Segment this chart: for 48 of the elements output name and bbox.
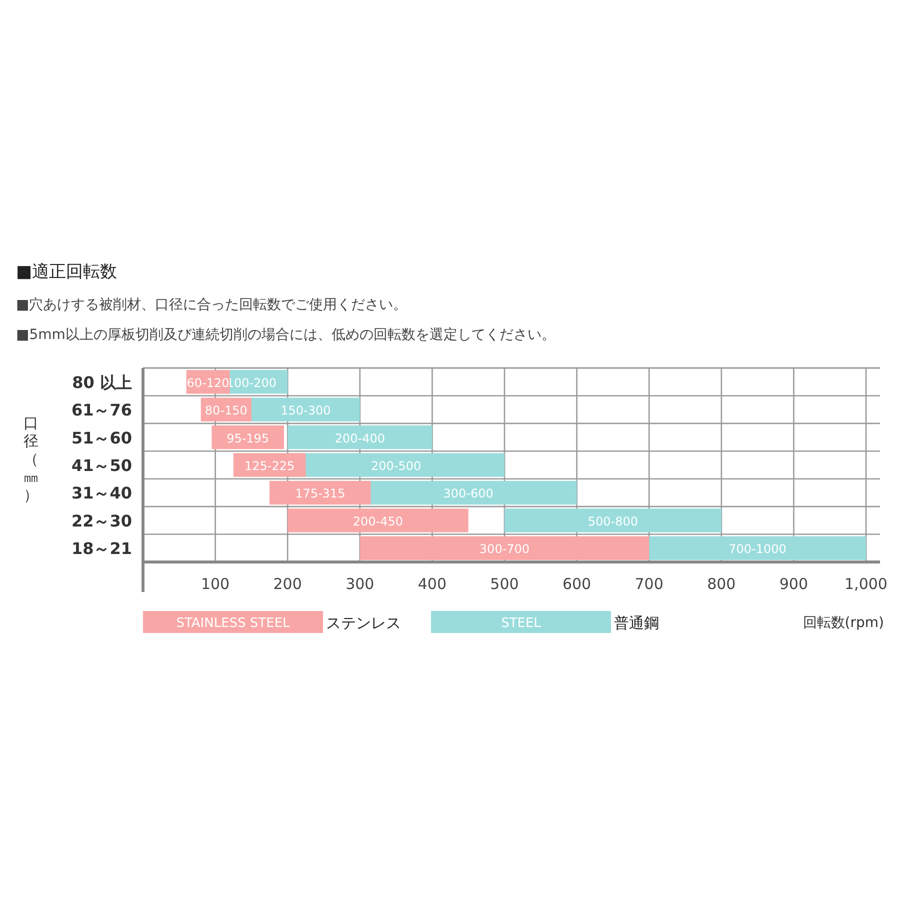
data-label: 500-800 xyxy=(588,514,638,528)
x-tick-label: 400 xyxy=(418,575,447,593)
data-label: 300-600 xyxy=(443,486,494,501)
x-tick-label: 600 xyxy=(562,575,592,593)
y-tick-label: 51～60 xyxy=(71,428,132,448)
bar xyxy=(504,508,722,532)
data-label: 150-300 xyxy=(280,404,331,418)
text: STEEL xyxy=(501,616,542,631)
bar xyxy=(360,536,650,560)
y-tick-label: 31～40 xyxy=(71,484,132,503)
y-tick-label: 80 以上 xyxy=(72,372,132,392)
y-tick-label: 18～21 xyxy=(71,539,132,558)
bar xyxy=(270,480,371,505)
bar xyxy=(233,453,306,477)
data-label: 200-450 xyxy=(352,514,404,528)
chart-subtitle: ■穴あけする被削材、口径に合った回転数でご使用ください。 xyxy=(16,297,408,313)
bar xyxy=(251,398,360,422)
data-label: 60-120 xyxy=(186,376,230,390)
text: ■5mm以上の厚板切削及び連続切削の場合には、低めの回転数を選定してください。 xyxy=(16,327,556,343)
y-axis-title: 口径（㎜） xyxy=(24,414,38,504)
x-tick-label: 500 xyxy=(490,575,519,593)
x-tick-label: 700 xyxy=(634,575,664,593)
x-tick-label: 300 xyxy=(346,575,374,593)
bar xyxy=(288,425,432,450)
y-tick-label: 61～76 xyxy=(71,400,132,420)
text: 普通鋼 xyxy=(614,614,659,632)
chart-title: ■適正回転数 xyxy=(16,262,118,282)
x-tick-label: 800 xyxy=(707,575,736,593)
bar xyxy=(649,536,866,560)
bar xyxy=(288,508,468,532)
bar xyxy=(212,425,284,450)
data-label: 200-400 xyxy=(334,431,385,446)
data-label: 175-315 xyxy=(295,486,346,501)
data-label: 125-225 xyxy=(244,459,295,473)
y-tick-label: 22～30 xyxy=(71,511,132,530)
data-label: 95-195 xyxy=(226,431,270,446)
x-tick-label: 1,000 xyxy=(844,575,888,593)
data-label: 300-700 xyxy=(479,542,530,556)
data-label: 80-150 xyxy=(204,404,248,418)
x-tick-label: 100 xyxy=(200,575,230,593)
text: ステンレス xyxy=(326,614,401,632)
data-label: 700-1000 xyxy=(728,542,786,556)
x-tick-label: 200 xyxy=(273,575,302,593)
text: STAINLESS STEEL xyxy=(176,616,291,631)
x-tick-label: 900 xyxy=(779,575,808,593)
y-tick-label: 41～50 xyxy=(71,456,132,475)
data-label: 200-500 xyxy=(370,459,422,473)
x-axis-title: 回転数(rpm) xyxy=(802,615,884,631)
